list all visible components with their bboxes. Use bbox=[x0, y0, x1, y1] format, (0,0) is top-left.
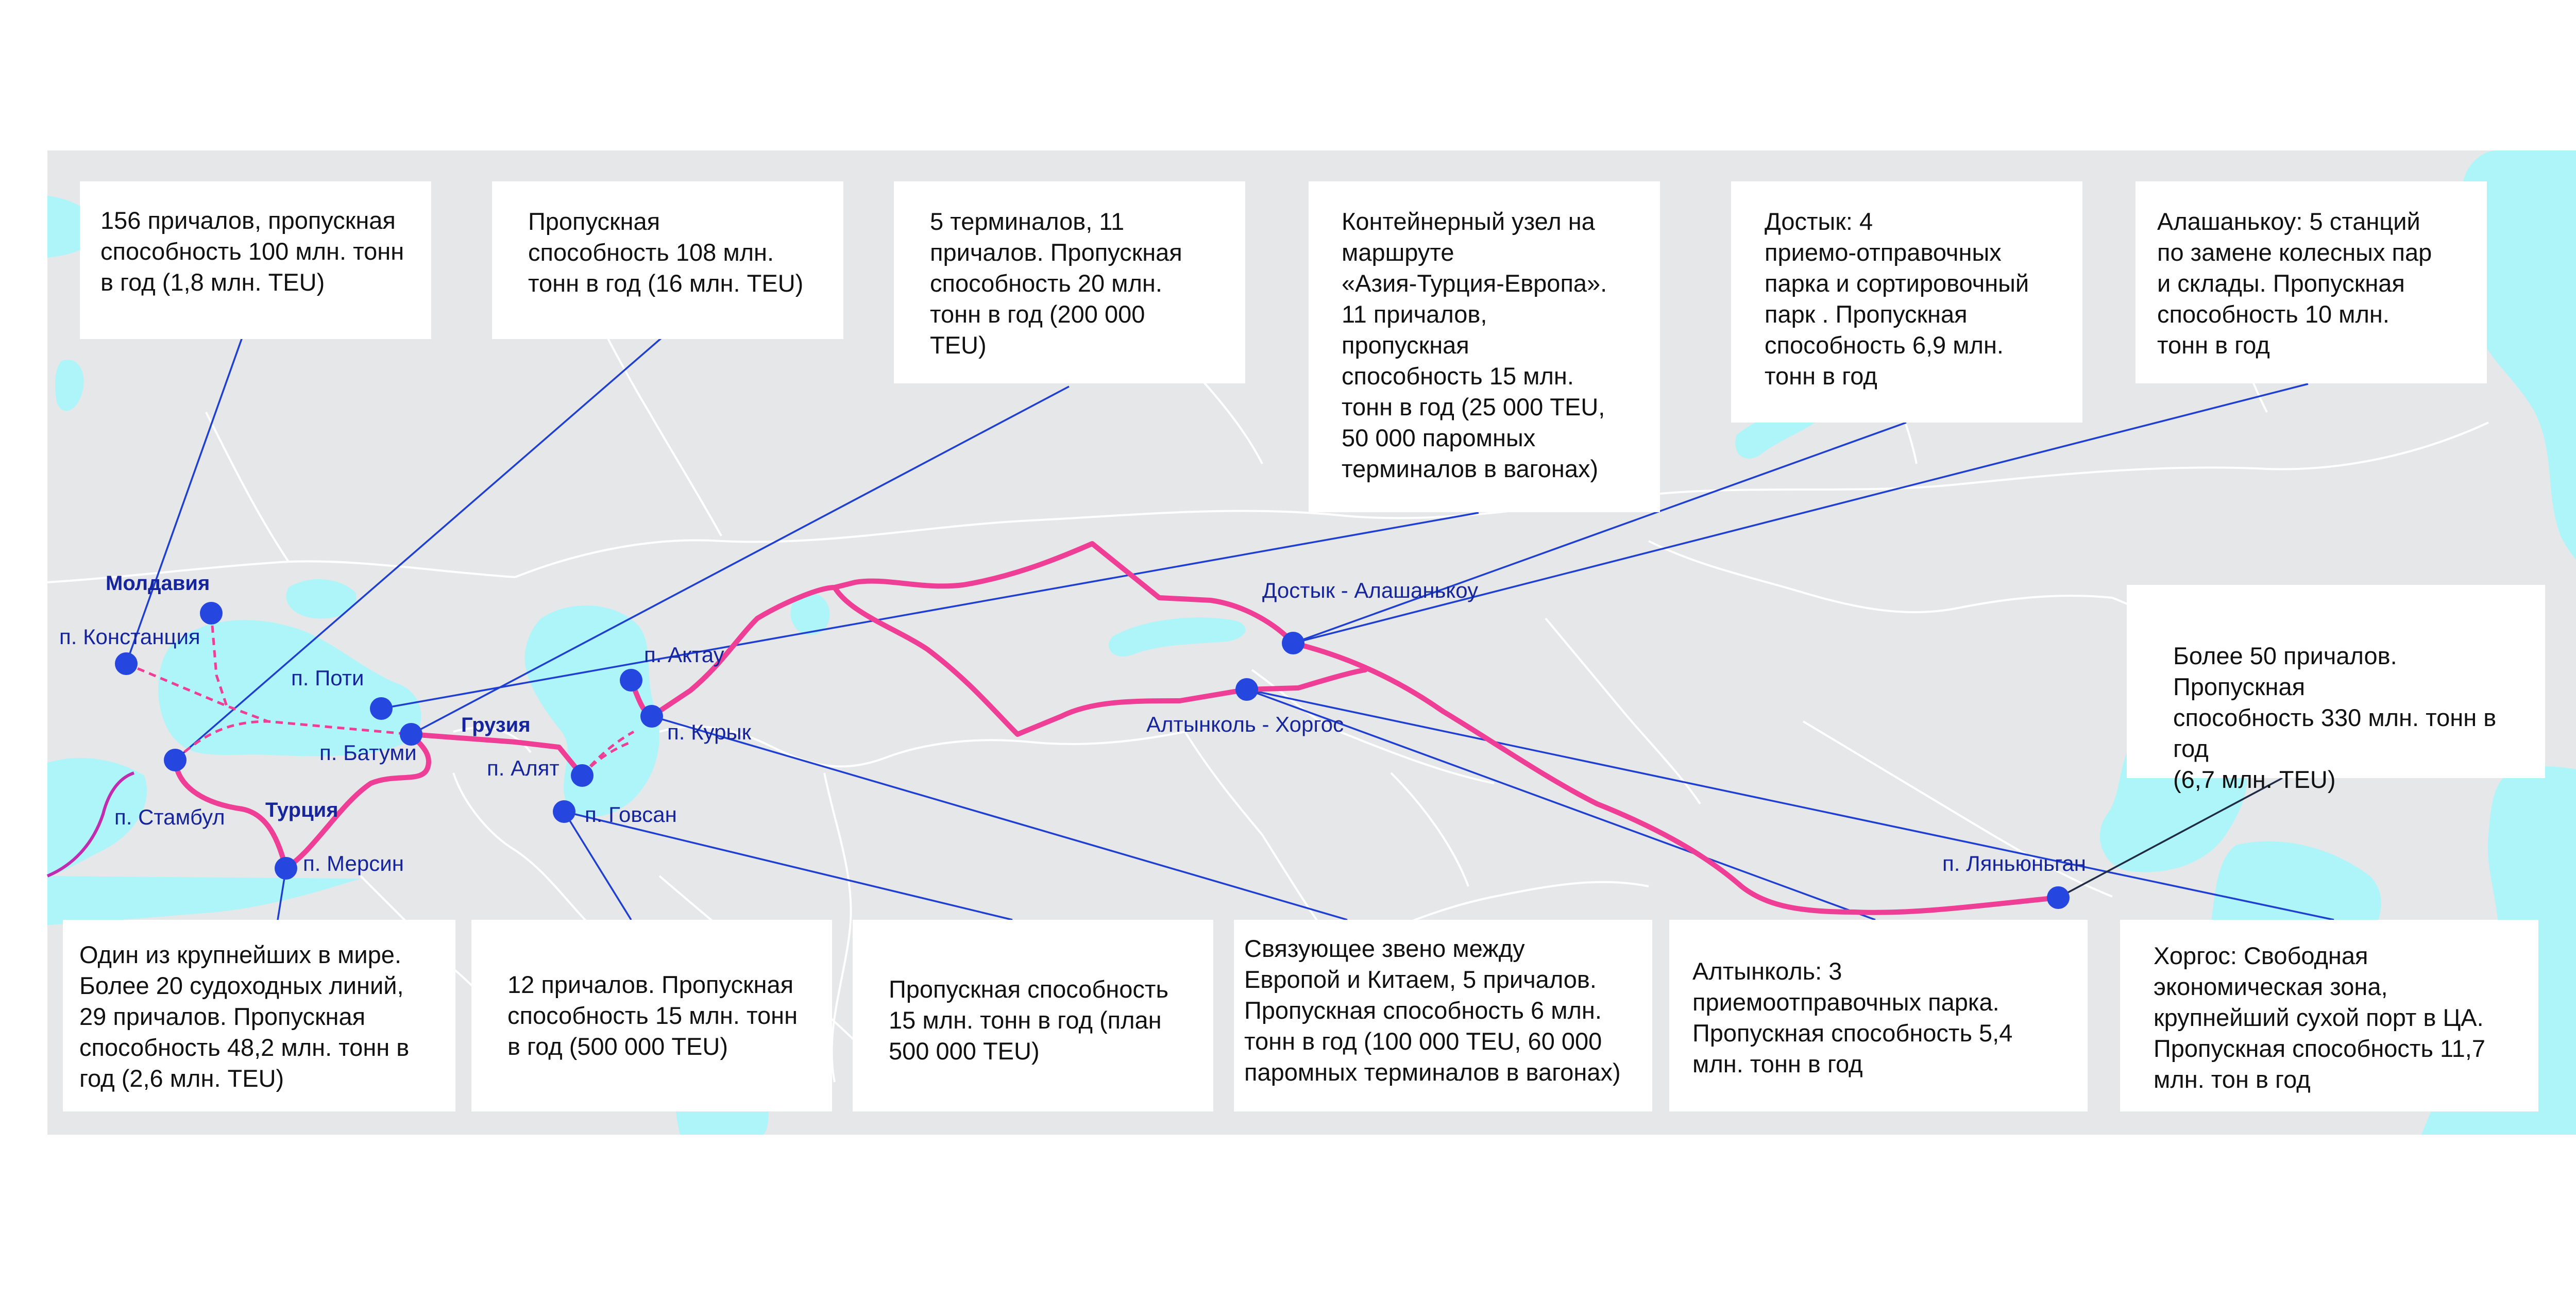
aral-sea bbox=[790, 593, 830, 635]
connector-lines bbox=[125, 336, 2334, 1111]
turkey-land-border bbox=[46, 771, 135, 878]
connector-dostyk bbox=[1293, 422, 1907, 644]
node-label-govsan: п. Говсан bbox=[585, 802, 677, 827]
connector-govsan bbox=[563, 811, 632, 920]
node-label-constanta: п. Констанция bbox=[59, 625, 200, 649]
rail-route bbox=[173, 541, 2061, 915]
aegean-sea bbox=[47, 757, 147, 876]
node-lianyungang bbox=[2047, 886, 2070, 909]
node-label-lianyungang: п. Ляньюньган bbox=[1942, 851, 2086, 875]
info-box-khorgos: Хоргос: Свободная экономическая зона, кр… bbox=[2120, 920, 2538, 1111]
info-box-alat: Контейнерный узел на маршруте «Азия-Турц… bbox=[1309, 181, 1660, 512]
node-label-dostyk: Достык - Алашанькоу bbox=[1262, 578, 1478, 602]
connector-constanta bbox=[125, 337, 243, 664]
node-istanbul bbox=[164, 749, 187, 771]
node-label-poti: п. Поти bbox=[291, 666, 364, 690]
info-box-constanta: 156 причалов, пропускная способность 100… bbox=[80, 181, 431, 339]
rail-aktau-north bbox=[629, 541, 1296, 719]
connector-altynkol bbox=[1246, 688, 1876, 921]
connector-kuryk bbox=[564, 811, 1013, 921]
node-label-batumi: п. Батуми bbox=[319, 740, 417, 765]
info-box-dostyk: Достык: 4 приемо-отправочных парка и сор… bbox=[1731, 181, 2082, 423]
node-label-mersin: п. Мерсин bbox=[303, 851, 404, 875]
node-constanta bbox=[115, 652, 138, 675]
connector-khorgos bbox=[1246, 688, 2334, 921]
azov-sea bbox=[286, 579, 357, 619]
node-label-istanbul: п. Стамбул bbox=[114, 805, 225, 829]
rail-dostyk-lianyungang bbox=[1291, 641, 2061, 915]
node-moldova bbox=[200, 602, 223, 625]
rail-aktau-altynkol bbox=[832, 585, 1368, 737]
rail-mersin-batumi bbox=[283, 732, 431, 871]
node-label-kuryk: п. Курык bbox=[667, 720, 752, 744]
country-label-moldova: Молдавия bbox=[106, 572, 210, 595]
node-mersin bbox=[275, 857, 297, 880]
info-box-batumi: 5 терминалов, 11 причалов. Пропускная сп… bbox=[894, 181, 1245, 383]
node-dostyk bbox=[1282, 632, 1304, 654]
rail-batumi-alat bbox=[409, 732, 585, 778]
node-label-alat: п. Алят bbox=[487, 756, 560, 780]
country-label-georgia: Грузия bbox=[461, 714, 531, 736]
connector-lianyungang bbox=[2058, 777, 2283, 899]
info-box-altynkol: Алтынколь: 3 приемоотправочных парка. Пр… bbox=[1669, 920, 2088, 1111]
node-label-aktau: п. Актау bbox=[644, 643, 724, 667]
node-dots bbox=[115, 602, 2070, 909]
node-kuryk bbox=[640, 705, 663, 728]
balkhash-lake bbox=[1109, 617, 1246, 657]
node-batumi bbox=[400, 723, 422, 746]
node-aktau bbox=[620, 669, 642, 692]
info-box-govsan: 12 причалов. Пропускная способность 15 м… bbox=[471, 920, 832, 1111]
black-sea bbox=[158, 620, 421, 756]
node-label-altynkol: Алтынколь - Хоргос bbox=[1146, 712, 1344, 736]
connector-aktau bbox=[651, 715, 1348, 921]
node-alat bbox=[571, 764, 594, 787]
connector-alat bbox=[381, 512, 1479, 710]
info-box-istanbul: Один из крупнейших в мире. Более 20 судо… bbox=[63, 920, 455, 1111]
info-box-lianyungang: Более 50 причалов. Пропускная способност… bbox=[2127, 585, 2545, 793]
connector-batumi bbox=[411, 385, 1070, 735]
connector-poti bbox=[174, 336, 663, 761]
info-box-aktau: Связующее звено между Европой и Китаем, … bbox=[1234, 920, 1652, 1111]
info-box-alashankou: Алашанькоу: 5 станций по замене колесных… bbox=[2136, 181, 2487, 383]
node-altynkol bbox=[1235, 678, 1258, 701]
node-govsan bbox=[553, 800, 575, 823]
info-box-kuryk: Пропускная способность 15 млн. тонн в го… bbox=[853, 920, 1213, 1111]
rail-istanbul-mersin bbox=[173, 757, 289, 871]
info-box-poti: Пропускная способность 108 млн. тонн в г… bbox=[492, 181, 843, 339]
country-label-turkey: Турция bbox=[265, 799, 338, 821]
baltic-sea bbox=[55, 360, 84, 411]
caspian-sea bbox=[524, 605, 659, 817]
okhotsk-sea bbox=[2462, 150, 2576, 560]
node-poti bbox=[370, 697, 393, 720]
baikal-lake bbox=[1735, 411, 1824, 459]
connector-alashankou bbox=[1293, 383, 2309, 644]
